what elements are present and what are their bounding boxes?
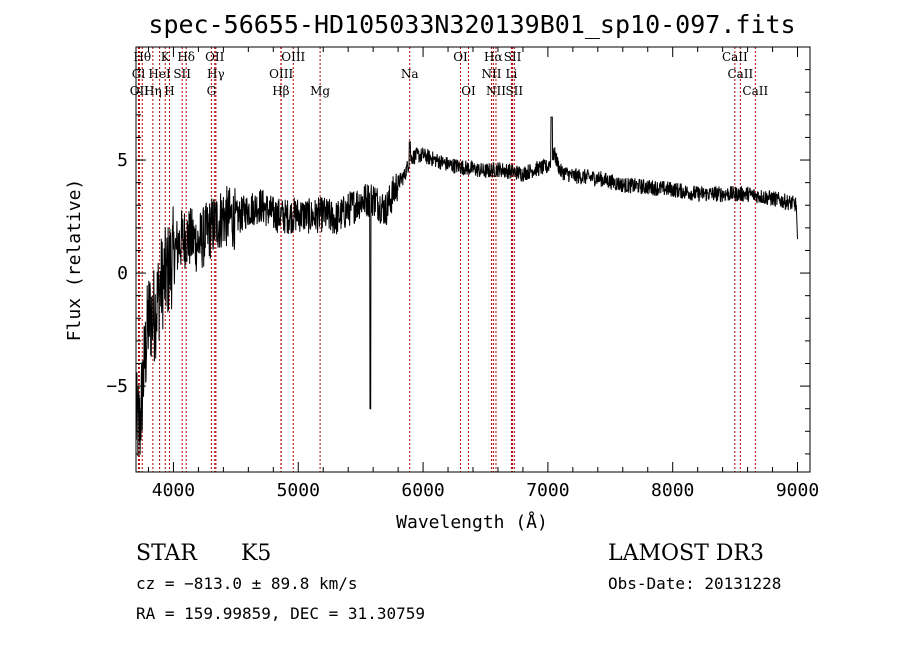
object-subclass: K5 [241, 541, 271, 566]
spectral-line-label: OI [461, 84, 476, 98]
object-type: STAR [136, 541, 198, 566]
spectrum-series [135, 116, 798, 457]
y-axis: −5 0 5 [106, 69, 810, 455]
spectral-line-label: HeI [148, 67, 171, 81]
spectral-line-label: Gl [132, 67, 146, 81]
x-axis: 4000 5000 6000 7000 8000 9000 [147, 47, 819, 501]
plot-frame [135, 46, 811, 473]
spectral-line-label: CaII [742, 84, 768, 98]
x-axis-label: Wavelength (Å) [396, 511, 548, 533]
spectral-line-label: NII [486, 84, 506, 98]
spectral-line-label: NII [481, 67, 501, 81]
y-tick-label: 0 [117, 263, 128, 284]
spectral-line-label: Na [401, 67, 419, 81]
spectrum-trace [135, 116, 798, 457]
redshift-value: cz = −813.0 ± 89.8 km/s [136, 574, 358, 593]
spectral-lines [137, 47, 756, 472]
spectral-line-label: CaII [727, 67, 753, 81]
x-tick-label: 9000 [776, 480, 819, 501]
y-axis-label: Flux (relative) [64, 179, 85, 342]
chart-title: spec-56655-HD105033N320139B01_sp10-097.f… [148, 10, 795, 39]
spectral-line-label: OII [205, 50, 225, 64]
spectral-line-label: K [161, 50, 171, 64]
spectral-line-label: Mg [310, 84, 330, 98]
spectral-line-label: SII [173, 67, 191, 81]
spectral-line-label: SII [505, 84, 523, 98]
spectral-line-label: Hγ [207, 67, 225, 81]
spectral-line-label: OIII [281, 50, 305, 64]
spectral-line-label: OIII [269, 67, 293, 81]
spectral-line-label: H [164, 84, 174, 98]
spectral-line-label: OII [130, 84, 150, 98]
x-tick-label: 8000 [651, 480, 694, 501]
spectral-line-label: OI [453, 50, 468, 64]
spectral-line-label: G [207, 84, 217, 98]
spectral-line-label: SII [504, 50, 522, 64]
x-tick-label: 7000 [526, 480, 569, 501]
spectral-line-label: Hη [144, 84, 162, 98]
spectral-line-label: CaII [722, 50, 748, 64]
x-tick-label: 5000 [277, 480, 320, 501]
spectral-line-label: Hβ [272, 84, 289, 98]
spectral-line-label: Hθ [133, 50, 151, 64]
obs-date: Obs-Date: 20131228 [608, 574, 781, 593]
spectral-line-label: Li [506, 67, 518, 81]
survey-name: LAMOST DR3 [608, 541, 764, 566]
spectral-line-label: Hα [484, 50, 503, 64]
y-tick-label: 5 [117, 150, 128, 171]
x-tick-label: 4000 [152, 480, 195, 501]
y-tick-label: −5 [106, 376, 128, 397]
x-tick-label: 6000 [401, 480, 444, 501]
spectral-line-label: Hδ [177, 50, 195, 64]
coordinates: RA = 159.99859, DEC = 31.30759 [136, 604, 425, 623]
